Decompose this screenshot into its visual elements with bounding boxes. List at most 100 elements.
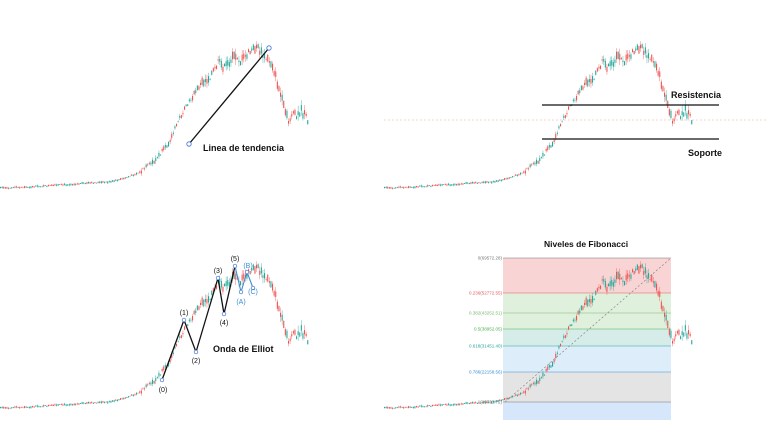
candle-body [260, 47, 262, 54]
candle-body [224, 283, 226, 287]
candle-body [659, 71, 661, 77]
candle-body [220, 280, 222, 288]
candle-body [564, 335, 566, 339]
candle-body [420, 405, 422, 407]
candle-body [468, 402, 470, 404]
candle-body [414, 406, 416, 409]
candle-body [408, 406, 410, 408]
candle-body [460, 403, 462, 405]
candle-body [643, 270, 645, 275]
candle-body [675, 114, 677, 117]
elliott-impulse-path[interactable] [161, 265, 236, 381]
candle-body [123, 397, 125, 400]
candle-body [46, 185, 48, 187]
candle-body [147, 384, 149, 386]
candle-body [171, 133, 173, 139]
candle-body [211, 290, 213, 295]
candle-body [307, 340, 309, 345]
elliott-point-handle[interactable] [215, 275, 221, 281]
candle-body [286, 330, 288, 338]
candle-body [112, 180, 114, 182]
candle-body [281, 94, 283, 101]
fibonacci-level-label: 0(69572.28) [478, 256, 503, 261]
elliott-point-handle[interactable] [181, 317, 187, 323]
elliott-point-handle[interactable] [244, 269, 250, 275]
candle-body [627, 53, 629, 59]
elliott-wave-label: (5) [231, 256, 240, 263]
candle-body [11, 187, 13, 189]
elliott-corrective-path[interactable] [234, 265, 254, 295]
candle-body [403, 187, 405, 189]
candle-body [49, 185, 51, 186]
candle-body [678, 109, 680, 115]
candle-body [27, 186, 29, 188]
candle-body [224, 63, 226, 67]
candle-body [580, 305, 582, 311]
candle-body [92, 182, 94, 184]
candle-body [604, 60, 606, 68]
candle-body [566, 333, 568, 335]
candle-body [387, 186, 389, 189]
candle-body [297, 111, 299, 116]
candle-body [132, 174, 134, 176]
elliott-point-handle[interactable] [250, 285, 256, 291]
candle-body [28, 187, 30, 188]
candle-body [304, 110, 306, 115]
candle-body [425, 186, 427, 187]
trendline-end-handle[interactable] [266, 45, 272, 51]
candle-body [404, 186, 406, 188]
trendline[interactable] [188, 47, 270, 145]
candle-body [240, 281, 242, 286]
candle-body [104, 402, 106, 403]
candle-body [78, 403, 80, 405]
fibonacci-trend-dashed[interactable] [504, 257, 672, 403]
candle-body [676, 331, 678, 334]
fibonacci-level-label: 0.618(31451.40) [469, 344, 503, 349]
candle-body [398, 186, 400, 188]
candle-body [216, 65, 218, 69]
candle-body [577, 310, 579, 315]
candle-body [688, 330, 690, 335]
elliott-point-handle[interactable] [159, 377, 165, 383]
candle-body [236, 57, 238, 60]
candle-body [435, 404, 437, 406]
candle-body [558, 126, 560, 129]
candle-body [84, 402, 86, 404]
fibonacci-level-label: 0.236(52772.55) [469, 291, 503, 296]
candle-body [488, 182, 490, 183]
candle-body [158, 152, 160, 157]
elliott-point-handle[interactable] [232, 263, 238, 269]
candle-body [640, 264, 642, 269]
candle-body [614, 279, 616, 283]
candle-body [684, 105, 686, 111]
elliott-point-handle[interactable] [221, 311, 227, 317]
elliott-point-handle[interactable] [193, 349, 199, 355]
candle-body [593, 298, 595, 300]
elliott-point-handle[interactable] [238, 289, 244, 295]
candle-body [304, 330, 306, 335]
candle-body [481, 181, 483, 184]
candle-body [424, 186, 426, 188]
candle-body [544, 374, 546, 376]
candle-body [198, 86, 200, 90]
panel-support-resistance: Resistencia Soporte [384, 41, 768, 190]
trendline-start-handle[interactable] [186, 141, 192, 147]
candle-body [291, 114, 293, 117]
candle-body [604, 280, 606, 288]
candle-body [622, 60, 624, 63]
candle-body [51, 404, 53, 406]
candle-body [32, 406, 34, 408]
candle-body [155, 158, 157, 162]
candle-body [62, 184, 64, 186]
candle-body [444, 403, 446, 405]
elliott-wave-label: (B) [243, 263, 252, 270]
candle-body [520, 392, 522, 395]
candle-body [641, 44, 643, 48]
candle-body [644, 267, 646, 274]
candle-body [462, 403, 464, 405]
candle-body [492, 401, 494, 403]
candle-body [465, 182, 467, 184]
candle-body [12, 187, 14, 188]
candle-body [233, 51, 235, 60]
